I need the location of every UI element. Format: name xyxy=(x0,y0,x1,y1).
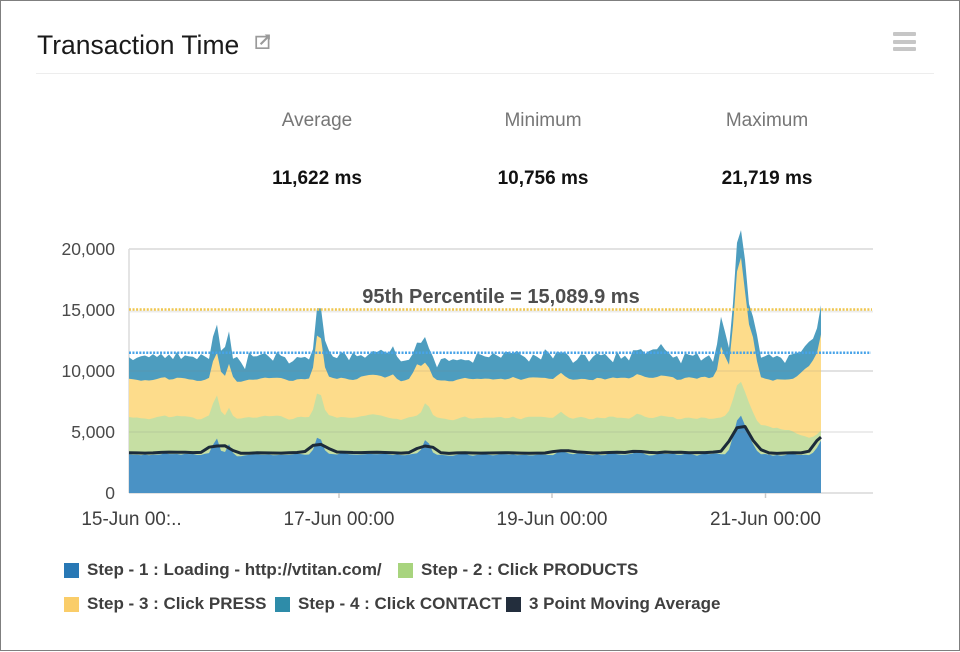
svg-text:21-Jun 00:00: 21-Jun 00:00 xyxy=(710,509,821,530)
svg-text:0: 0 xyxy=(105,483,115,503)
svg-text:15-Jun 00:..: 15-Jun 00:.. xyxy=(81,509,181,530)
svg-text:10,000: 10,000 xyxy=(61,361,115,381)
svg-text:17-Jun 00:00: 17-Jun 00:00 xyxy=(284,509,395,530)
svg-text:15,000: 15,000 xyxy=(61,300,115,320)
svg-text:5,000: 5,000 xyxy=(71,422,115,442)
svg-text:19-Jun 00:00: 19-Jun 00:00 xyxy=(497,509,608,530)
svg-text:95th Percentile = 15,089.9 ms: 95th Percentile = 15,089.9 ms xyxy=(362,286,639,308)
svg-text:20,000: 20,000 xyxy=(61,239,115,259)
